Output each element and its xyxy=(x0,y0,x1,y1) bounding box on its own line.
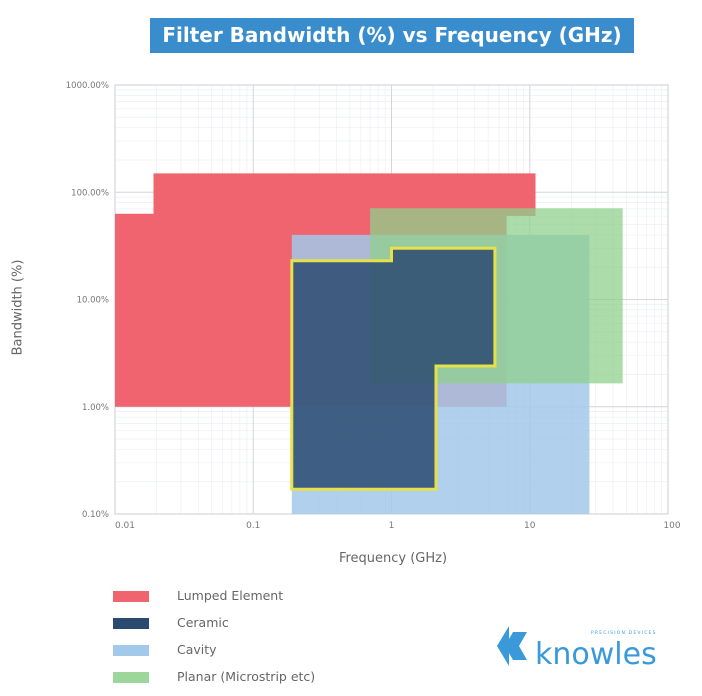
logo-wordmark: knowles xyxy=(535,637,657,670)
x-tick-label: 0.1 xyxy=(246,521,260,531)
x-tick-label: 100 xyxy=(663,521,680,531)
x-axis-label: Frequency (GHz) xyxy=(338,551,448,566)
y-tick-label: 10.00% xyxy=(77,296,109,306)
logo-arrow-icon xyxy=(505,632,527,660)
region-ceramic xyxy=(290,246,497,491)
legend-label: Lumped Element xyxy=(177,588,284,603)
legend-swatch xyxy=(113,645,149,656)
x-tick-label: 10 xyxy=(524,521,536,531)
knowles-logo: PRECISION DEVICES knowles xyxy=(497,626,657,670)
legend-label: Cavity xyxy=(177,642,217,657)
y-tick-label: 1.00% xyxy=(82,403,109,413)
legend-label: Ceramic xyxy=(177,615,229,630)
y-tick-label: 0.10% xyxy=(82,510,109,520)
x-tick-label: 1 xyxy=(389,521,395,531)
x-tick-label: 0.01 xyxy=(115,521,135,531)
legend-swatch xyxy=(113,618,149,629)
logo-arrow-icon xyxy=(497,626,509,666)
chart-plot: 0.01 0.1 1 10 100 0.10% 1.00% 10.00% 100.00% 1000… xyxy=(66,81,681,531)
y-tick-label: 1000.00% xyxy=(66,81,109,91)
y-tick-label: 100.00% xyxy=(71,188,109,198)
logo-tagline: PRECISION DEVICES xyxy=(591,630,657,636)
legend-swatch xyxy=(113,672,149,683)
chart-title: Filter Bandwidth (%) vs Frequency (GHz) xyxy=(150,18,634,53)
legend-label: Planar (Microstrip etc) xyxy=(177,669,316,684)
y-axis-label: Bandwidth (%) xyxy=(10,259,26,356)
legend-swatch xyxy=(113,591,149,602)
